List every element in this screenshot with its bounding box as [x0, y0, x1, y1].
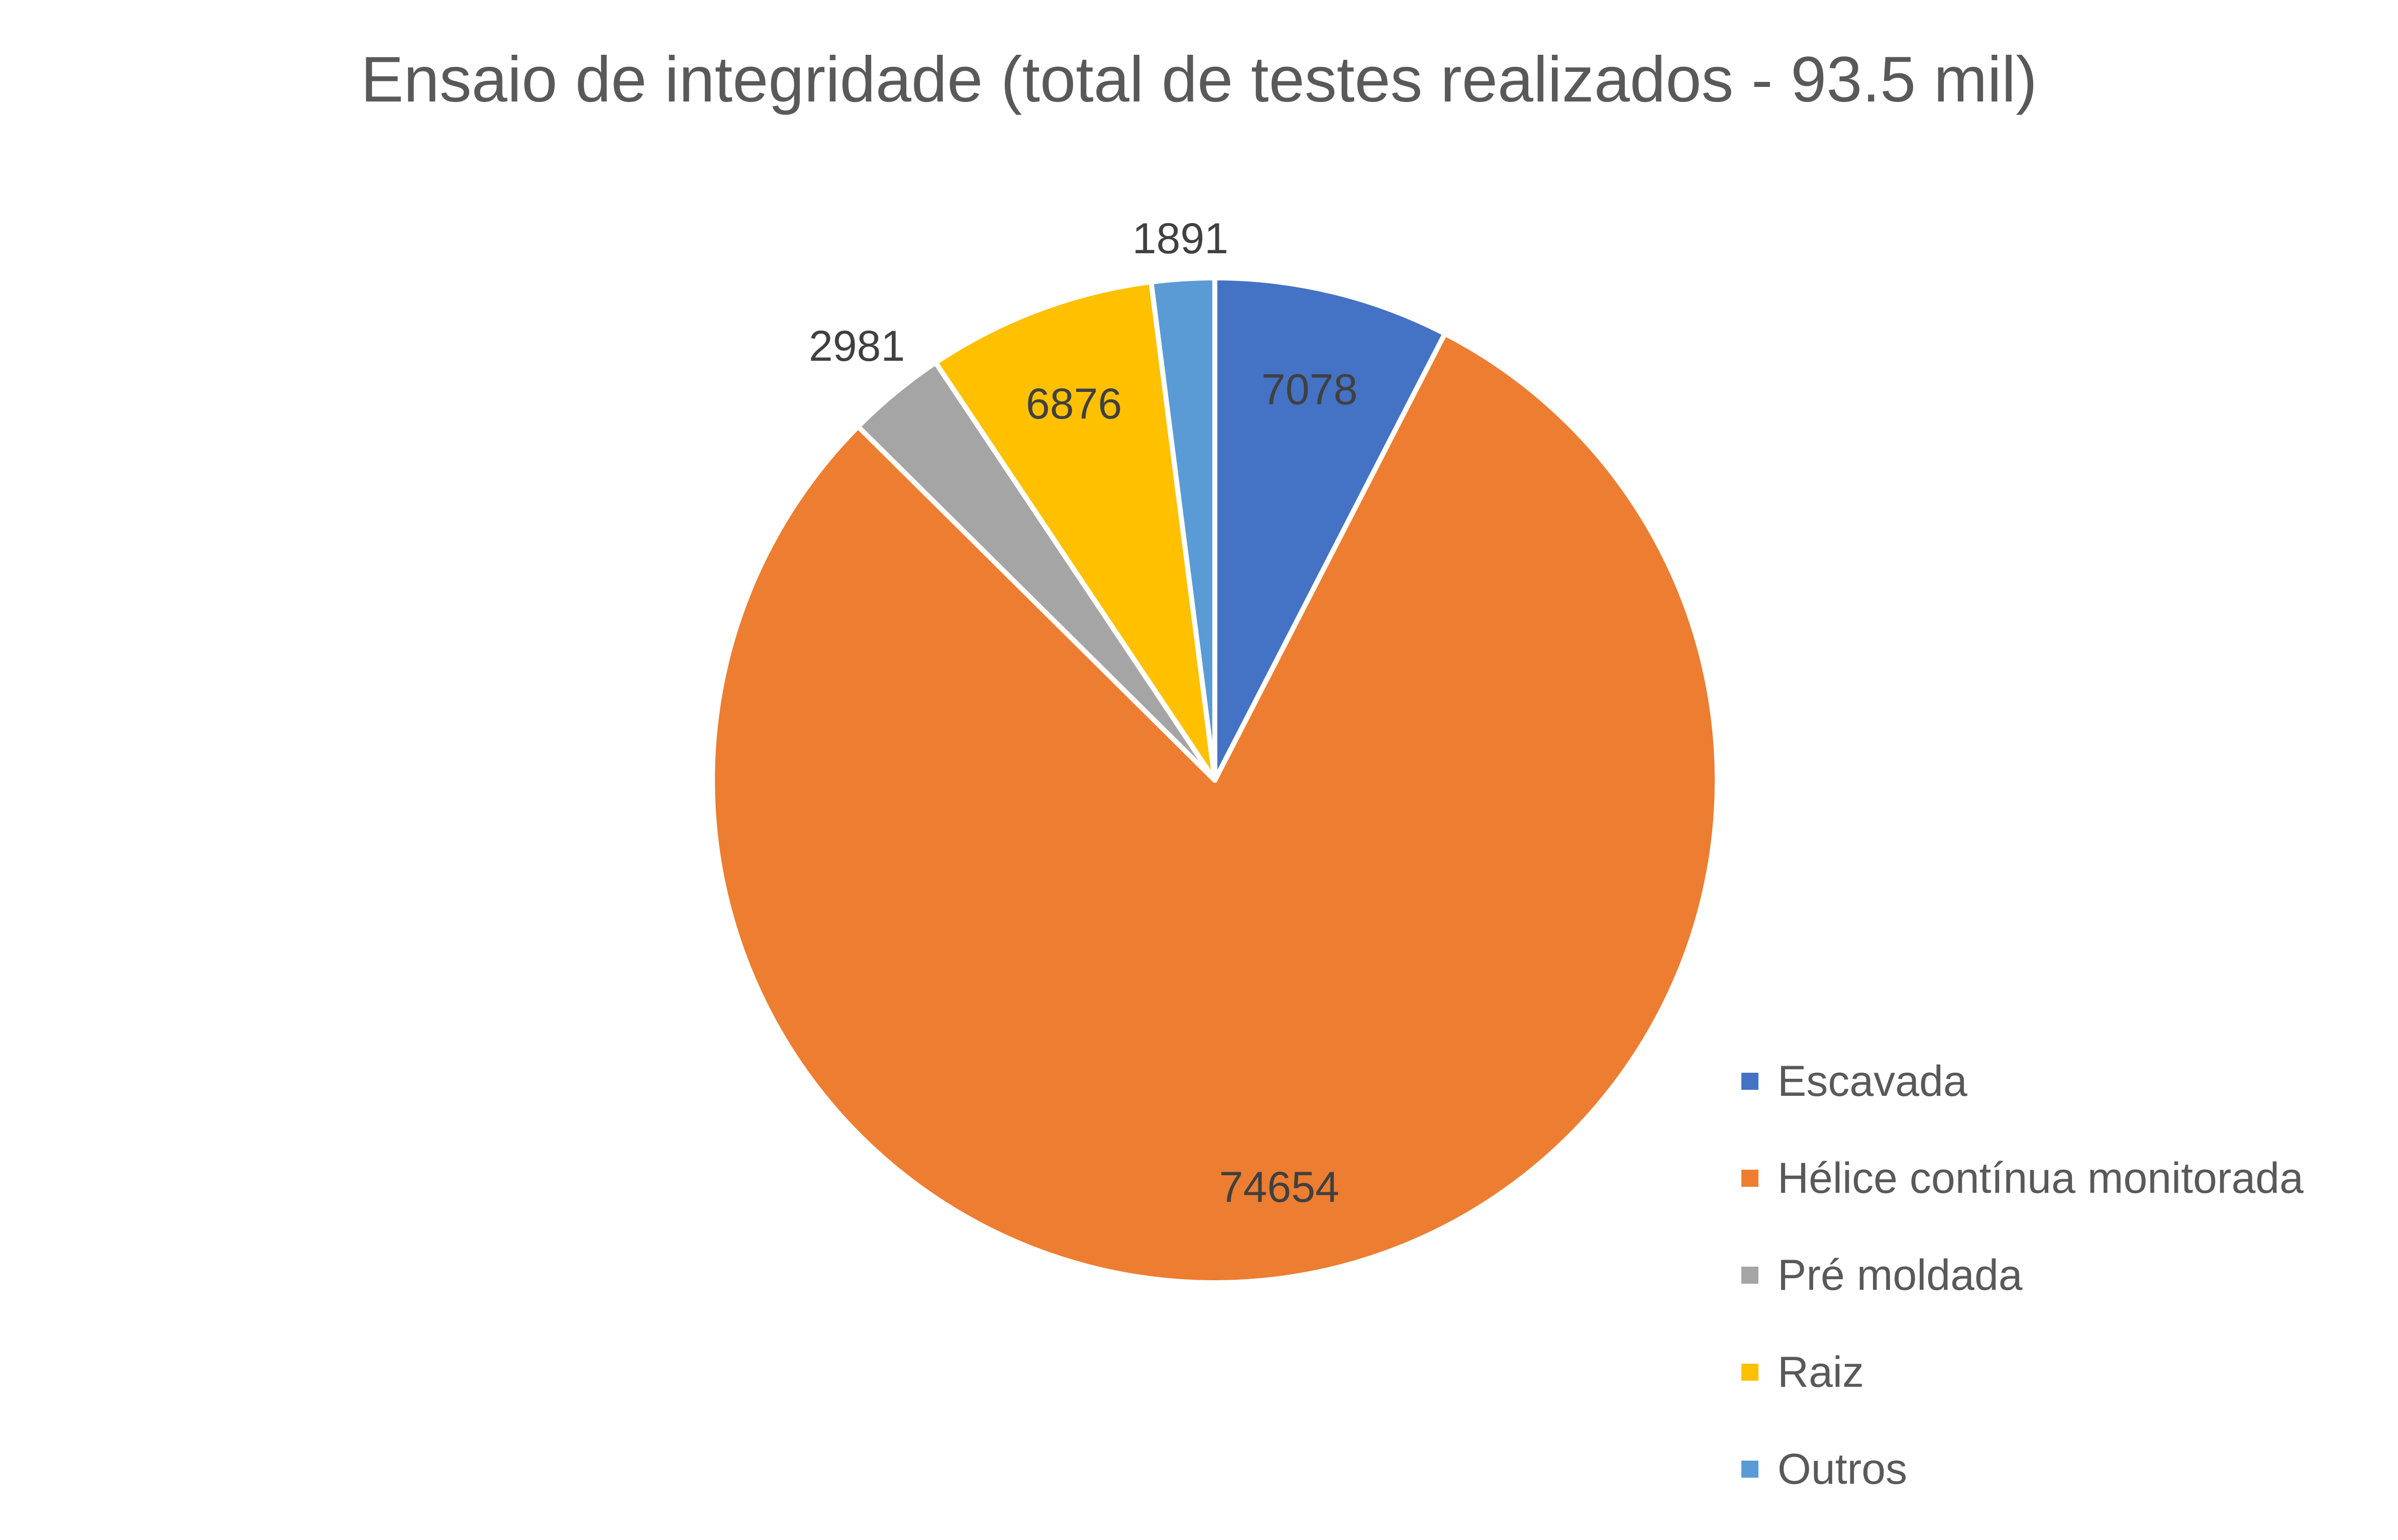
chart-title: Ensaio de integridade (total de testes r… [361, 44, 2037, 116]
data-label-1: 7078 [1262, 366, 1358, 414]
pie-slice-4 [933, 279, 1217, 783]
legend-label: Escavada [1778, 1057, 1967, 1105]
legend-swatch [1741, 1170, 1758, 1187]
legend-label: Hélice contínua monitorada [1778, 1154, 2304, 1202]
data-label-3: 2981 [809, 322, 905, 370]
data-label-4: 6876 [1026, 380, 1122, 428]
legend-label: Pré moldada [1778, 1251, 2023, 1299]
pie-slice-1 [1212, 275, 1447, 783]
pie-slice-2 [710, 331, 1720, 1285]
legend-label: Raiz [1778, 1348, 1864, 1396]
data-label-2: 74654 [1219, 1163, 1339, 1211]
legend-label: Outros [1778, 1445, 1908, 1493]
pie-slice-5 [1149, 275, 1217, 783]
pie-data-labels: 7078 74654 2981 6876 1891 [809, 215, 1358, 1211]
legend-swatch [1741, 1364, 1758, 1381]
legend-swatch [1741, 1267, 1758, 1284]
data-label-5: 1891 [1132, 215, 1228, 263]
legend-swatch [1741, 1073, 1758, 1090]
legend-swatch [1741, 1461, 1758, 1478]
pie-slices [710, 275, 1720, 1285]
